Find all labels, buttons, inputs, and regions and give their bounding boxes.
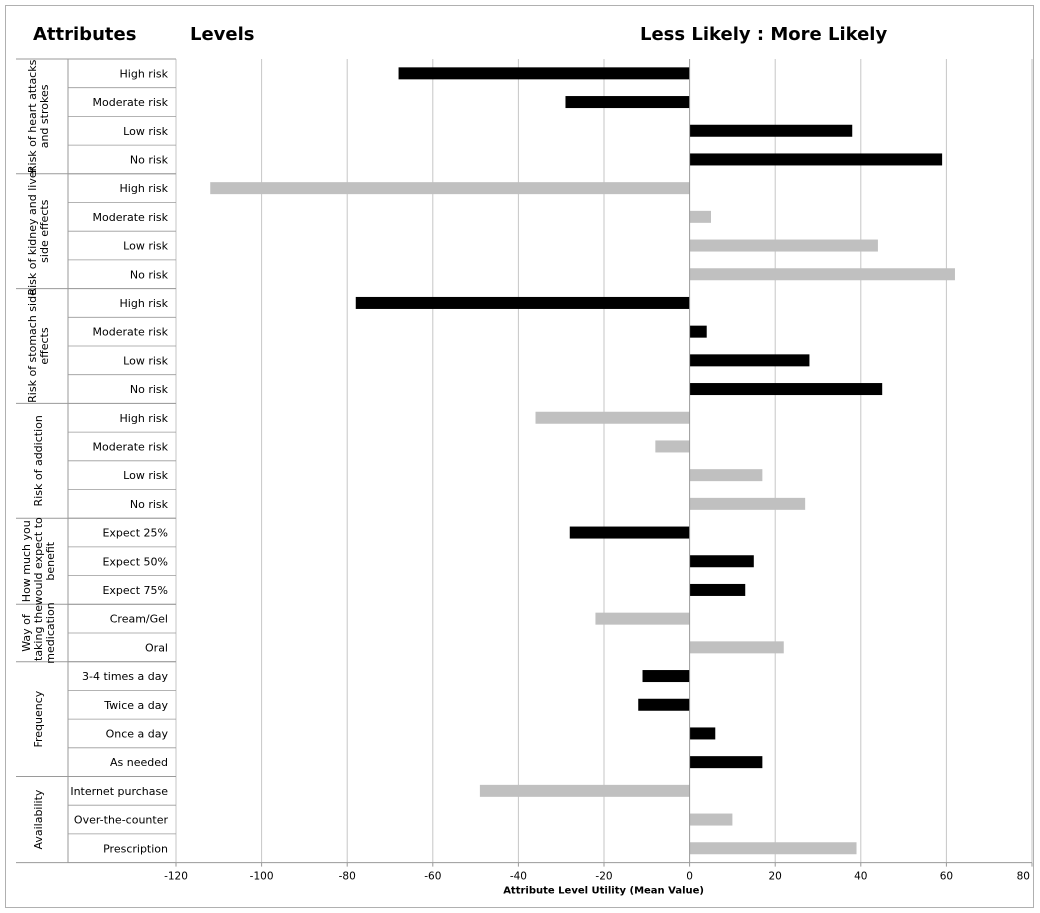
group-label: Availability: [32, 789, 45, 849]
level-label: Moderate risk: [93, 96, 169, 109]
x-tick-label: -80: [339, 871, 356, 883]
group-label: side effects: [38, 199, 51, 263]
level-label: Over-the-counter: [74, 814, 169, 827]
level-label: Once a day: [106, 727, 169, 740]
x-tick-label: 20: [769, 871, 782, 883]
level-label: Low risk: [123, 125, 168, 138]
level-label: High risk: [120, 67, 169, 80]
group-label: How much you: [20, 520, 33, 602]
level-label: Moderate risk: [93, 211, 169, 224]
bar: [569, 526, 690, 539]
chart-frame: [5, 5, 1034, 908]
bar: [689, 354, 810, 367]
level-label: Low risk: [123, 469, 168, 482]
level-label: Prescription: [103, 842, 168, 855]
level-label: No risk: [130, 153, 169, 166]
level-label: High risk: [120, 297, 169, 310]
group-label: taking the: [32, 605, 45, 661]
bar: [689, 153, 943, 166]
bar: [689, 268, 955, 281]
x-tick-label: 80: [1017, 871, 1030, 883]
level-label: Internet purchase: [70, 785, 168, 798]
bar: [689, 239, 878, 252]
bar: [689, 469, 763, 482]
bar: [689, 641, 784, 654]
level-label: Twice a day: [103, 699, 168, 712]
bar: [655, 440, 690, 453]
bar: [689, 813, 733, 826]
group-label: Frequency: [32, 690, 45, 747]
bar: [642, 670, 690, 683]
level-label: 3-4 times a day: [82, 670, 169, 683]
bar: [638, 698, 690, 711]
level-label: Expect 50%: [102, 555, 168, 568]
group-label: benefit: [44, 541, 57, 580]
x-axis-title: Attribute Level Utility (Mean Value): [503, 886, 704, 897]
group-label: Risk of addiction: [32, 415, 45, 506]
group-label: medication: [44, 602, 57, 663]
x-tick-label: 40: [854, 871, 867, 883]
bar: [689, 555, 754, 568]
group-label: Risk of kidney and liver: [26, 166, 39, 295]
level-label: Low risk: [123, 354, 168, 367]
levels-header: Levels: [190, 24, 255, 45]
bar: [595, 612, 690, 625]
level-label: No risk: [130, 268, 169, 281]
level-label: No risk: [130, 383, 169, 396]
attributes-header: Attributes: [33, 24, 137, 45]
x-tick-label: -120: [164, 871, 188, 883]
bar: [689, 842, 857, 855]
level-label: Moderate risk: [93, 326, 169, 339]
group-label: would expect to: [32, 517, 45, 605]
likelihood-header: Less Likely : More Likely: [640, 24, 888, 45]
x-tick-label: -100: [250, 871, 274, 883]
group-label: effects: [38, 327, 51, 364]
bar: [210, 182, 690, 195]
bar: [689, 583, 746, 596]
level-label: As needed: [110, 756, 168, 769]
x-tick-label: 60: [940, 871, 953, 883]
group-label: Way of: [20, 613, 33, 652]
level-label: High risk: [120, 182, 169, 195]
bar: [689, 325, 707, 338]
level-label: Moderate risk: [93, 440, 169, 453]
bar: [398, 67, 690, 80]
level-label: No risk: [130, 498, 169, 511]
bar: [689, 756, 763, 769]
level-label: Expect 75%: [102, 584, 168, 597]
x-tick-label: 0: [686, 871, 693, 883]
bar: [479, 784, 690, 797]
x-tick-label: -20: [595, 871, 612, 883]
x-tick-label: -40: [510, 871, 527, 883]
group-label: Risk of heart attacks: [26, 59, 39, 173]
level-label: Low risk: [123, 240, 168, 253]
bar: [689, 497, 806, 510]
bar: [689, 124, 853, 137]
level-label: High risk: [120, 412, 169, 425]
level-label: Cream/Gel: [110, 613, 168, 626]
bar: [689, 727, 716, 740]
bar: [565, 96, 690, 109]
level-label: Expect 25%: [102, 527, 168, 540]
group-label: Risk of stomach side: [26, 289, 39, 403]
x-tick-label: -60: [424, 871, 441, 883]
bar: [355, 296, 690, 309]
bar: [689, 383, 883, 396]
bar: [689, 210, 711, 223]
bar: [535, 411, 690, 424]
group-label: and strokes: [38, 84, 51, 148]
level-label: Oral: [145, 641, 168, 654]
